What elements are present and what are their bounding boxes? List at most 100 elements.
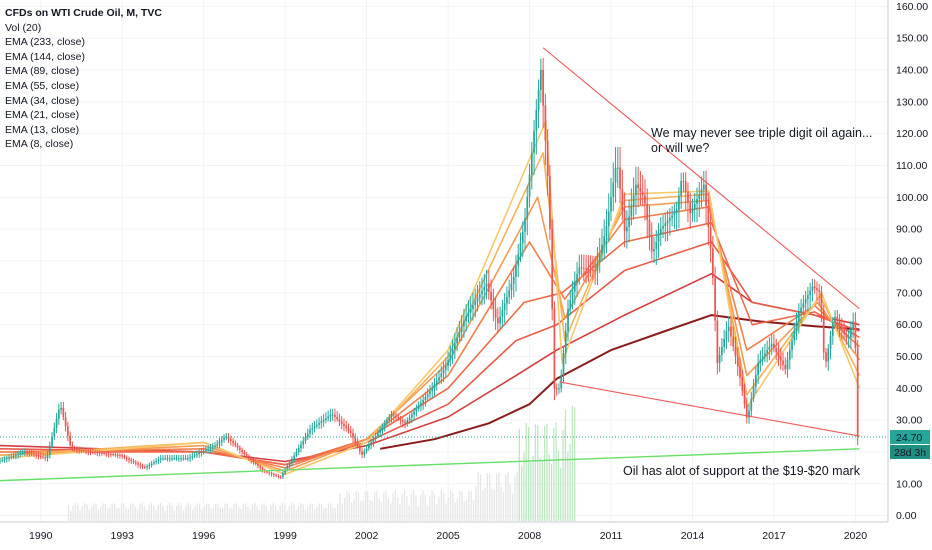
volume-bar: [527, 426, 530, 521]
candle-body: [506, 296, 508, 304]
candle-body: [239, 447, 241, 450]
candle-body: [227, 436, 230, 439]
candle-body: [512, 276, 515, 284]
legend-ema-144: EMA (144, close): [5, 50, 85, 63]
price-tick-label: 40.00: [896, 383, 922, 395]
candle-body: [619, 167, 621, 189]
candle-body: [573, 282, 576, 292]
volume-bar: [226, 503, 228, 521]
candle-body: [164, 458, 167, 460]
candle-body: [211, 446, 214, 448]
candle-body: [668, 218, 671, 221]
volume-bar: [392, 493, 394, 521]
annotation-support-line-1: Oil has alot of support at the $19-$20 m…: [623, 464, 860, 478]
candle-body: [684, 181, 687, 193]
candle-body: [399, 418, 402, 421]
volume-bar: [327, 503, 330, 521]
volume-bar: [249, 509, 251, 521]
volume-bar: [436, 504, 438, 521]
candle-body: [571, 291, 574, 301]
candle-body: [494, 309, 497, 318]
candle-body: [754, 374, 757, 387]
candle-body: [26, 451, 29, 453]
candle-body: [696, 198, 698, 204]
candle-body: [114, 454, 117, 456]
candle-body: [320, 421, 323, 424]
candle-body: [621, 188, 624, 211]
volume-bar: [438, 496, 440, 521]
candle-body: [245, 453, 248, 456]
candle-body: [519, 243, 522, 255]
candle-body: [800, 307, 802, 312]
volume-bar: [102, 503, 104, 521]
legend-ema-13: EMA (13, close): [5, 123, 80, 136]
candle-body: [8, 457, 10, 459]
legend-ema-8: EMA (8, close): [5, 138, 74, 151]
volume-bar: [541, 459, 543, 521]
candle-body: [28, 452, 31, 454]
candle-body: [499, 316, 501, 324]
candle-body: [653, 248, 655, 252]
candle-body: [282, 473, 284, 477]
volume-bar: [261, 504, 263, 521]
volume-bar: [334, 508, 336, 521]
candle-body: [186, 458, 189, 460]
candle-body: [788, 350, 791, 360]
volume-bar: [401, 493, 403, 521]
candle-body: [225, 436, 228, 438]
volume-bar: [465, 499, 468, 521]
volume-bar: [557, 450, 560, 521]
candle-body: [463, 320, 465, 327]
candle-body: [628, 216, 630, 228]
volume-bar: [548, 454, 550, 521]
candle-body: [854, 321, 857, 348]
candle-body: [48, 445, 51, 455]
annotation-triple-digit-line-2: or will we?: [651, 141, 710, 155]
candle-body: [411, 414, 413, 418]
volume-bar: [424, 494, 426, 521]
volume-bar: [192, 509, 194, 521]
candle-body: [386, 420, 388, 424]
candle-body: [442, 369, 445, 374]
candle-body: [404, 421, 406, 424]
annotation-triple-digit: We may never see triple digit oil again.…: [651, 126, 872, 156]
candle-body: [582, 267, 585, 269]
volume-bar: [166, 505, 169, 521]
candle-body: [485, 283, 488, 287]
volume-bar: [208, 503, 210, 521]
candle-body: [503, 303, 506, 311]
candle-body: [592, 269, 594, 271]
price-tick-label: 110.00: [896, 160, 927, 172]
candle-body: [87, 450, 90, 452]
candle-body: [768, 346, 771, 351]
volume-bar: [180, 504, 182, 521]
volume-bar: [118, 508, 120, 521]
volume-bar: [251, 504, 254, 521]
volume-bar: [77, 504, 79, 521]
candle-body: [782, 360, 784, 365]
volume-bar: [134, 506, 136, 521]
volume-bar: [100, 507, 102, 521]
candle-body: [791, 340, 793, 351]
candle-body: [757, 362, 759, 375]
candle-body: [673, 212, 676, 216]
volume-bar: [159, 502, 162, 521]
volume-bar: [344, 498, 346, 521]
volume-bar: [539, 457, 541, 521]
candle-body: [302, 440, 305, 445]
candle-body: [175, 458, 178, 460]
candle-body: [675, 210, 678, 213]
volume-bar: [323, 508, 325, 521]
volume-bar: [367, 491, 369, 521]
candle-body: [560, 375, 563, 389]
candle-body: [508, 290, 511, 297]
volume-bar: [431, 490, 433, 521]
candle-body: [377, 432, 379, 436]
ema-line-2: [0, 241, 860, 466]
candle-body: [116, 454, 119, 456]
price-tick-label: 0.00: [896, 510, 917, 522]
candle-body: [180, 458, 182, 460]
candle-body: [822, 309, 825, 353]
wedge-upper: [542, 47, 860, 310]
